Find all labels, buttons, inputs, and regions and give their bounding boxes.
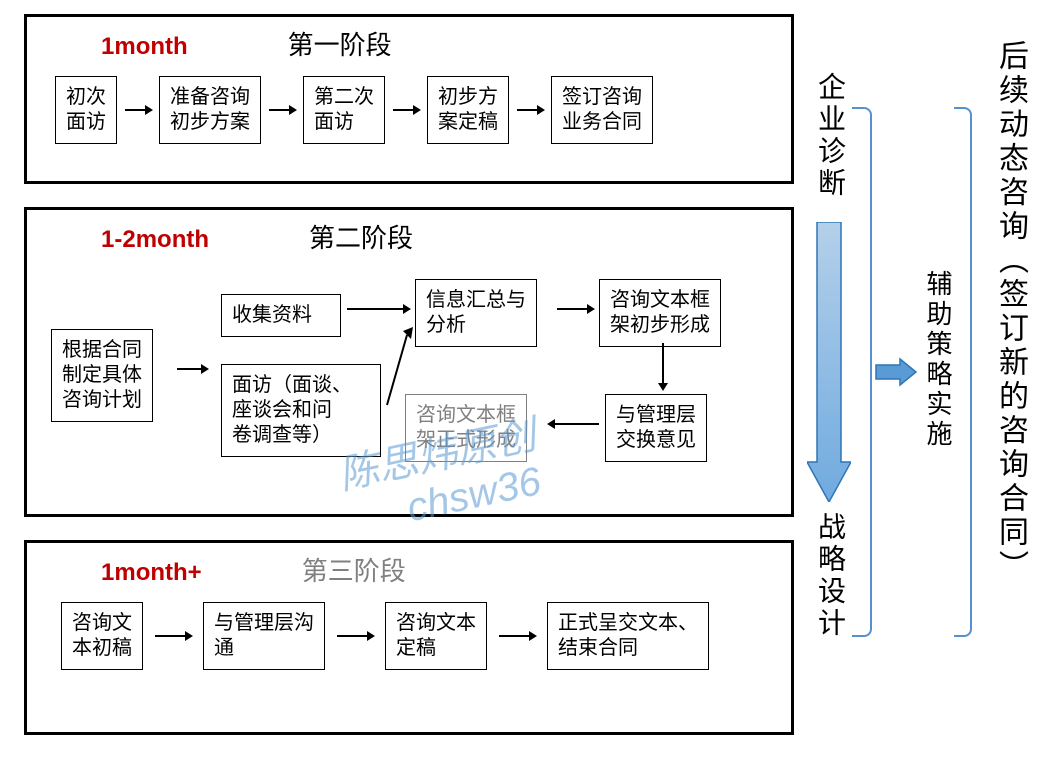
label-strategy: 战略设计	[810, 512, 850, 640]
phase-2-title: 第二阶段	[309, 218, 413, 255]
phase-2-duration: 1-2month	[101, 226, 209, 254]
p3-node-1: 与管理层沟 通	[203, 602, 325, 670]
small-arrow-right-icon	[874, 357, 918, 387]
p3-node-0: 咨询文 本初稿	[61, 602, 143, 670]
phase-2-flow: 根据合同 制定具体 咨询计划 收集资料 面访（面谈、 座谈会和问 卷调查等） 信…	[41, 269, 777, 499]
p3-node-2: 咨询文本 定稿	[385, 602, 487, 670]
p3-node-3: 正式呈交文本、 结束合同	[547, 602, 709, 670]
p1-node-4: 签订咨询 业务合同	[551, 76, 653, 144]
phase-2-container: 1-2month 第二阶段 根据合同 制定具体 咨询计划 收集资料 面访（面谈、…	[24, 207, 794, 517]
big-arrow-down-icon	[807, 222, 851, 502]
phase-3-container: 1month+ 第三阶段 咨询文 本初稿 与管理层沟 通 咨询文本 定稿 正式呈…	[24, 540, 794, 735]
label-assist: 辅助策略实施	[920, 270, 957, 450]
arrow-right-icon	[345, 299, 411, 319]
p2-node-plan: 根据合同 制定具体 咨询计划	[51, 329, 153, 422]
bracket-1	[852, 107, 872, 637]
bracket-2	[954, 107, 972, 637]
phase-3-header: 1month+ 第三阶段	[41, 551, 777, 588]
p2-node-exchange: 与管理层 交换意见	[605, 394, 707, 462]
arrow-right-icon	[175, 359, 209, 379]
p2-node-collect: 收集资料	[221, 294, 341, 337]
arrow-right-icon	[391, 100, 421, 120]
label-diagnosis: 企业诊断	[810, 72, 850, 200]
arrow-right-icon	[555, 299, 595, 319]
phase-1-flow: 初次 面访 准备咨询 初步方案 第二次 面访 初步方 案定稿 签订咨询 业务合同	[41, 76, 777, 144]
phase-2-header: 1-2month 第二阶段	[41, 218, 777, 255]
phase-3-title: 第三阶段	[302, 551, 406, 588]
phase-3-flow: 咨询文 本初稿 与管理层沟 通 咨询文本 定稿 正式呈交文本、 结束合同	[41, 602, 777, 670]
p2-node-interview: 面访（面谈、 座谈会和问 卷调查等）	[221, 364, 381, 457]
diagram-root: 1month 第一阶段 初次 面访 准备咨询 初步方案 第二次 面访 初步方 案…	[12, 12, 1040, 763]
p2-node-frame-init: 咨询文本框 架初步形成	[599, 279, 721, 347]
arrow-right-icon	[335, 626, 375, 646]
phase-1-duration: 1month	[101, 33, 188, 61]
p2-node-analyze: 信息汇总与 分析	[415, 279, 537, 347]
label-followup: 后续动态咨询（签订新的咨询合同）	[988, 40, 1032, 584]
arrow-right-icon	[153, 626, 193, 646]
phase-1-container: 1month 第一阶段 初次 面访 准备咨询 初步方案 第二次 面访 初步方 案…	[24, 14, 794, 184]
arrow-right-icon	[497, 626, 537, 646]
p1-node-0: 初次 面访	[55, 76, 117, 144]
p1-node-1: 准备咨询 初步方案	[159, 76, 261, 144]
p1-node-2: 第二次 面访	[303, 76, 385, 144]
arrow-left-icon	[545, 414, 601, 434]
arrow-right-icon	[123, 100, 153, 120]
phase-1-title: 第一阶段	[288, 25, 392, 62]
arrow-right-icon	[515, 100, 545, 120]
phase-1-header: 1month 第一阶段	[41, 25, 777, 62]
phase-3-duration: 1month+	[101, 559, 202, 587]
arrow-down-icon	[653, 341, 673, 391]
p1-node-3: 初步方 案定稿	[427, 76, 509, 144]
p2-node-frame-final: 咨询文本框 架正式形成	[405, 394, 527, 462]
arrow-right-icon	[267, 100, 297, 120]
